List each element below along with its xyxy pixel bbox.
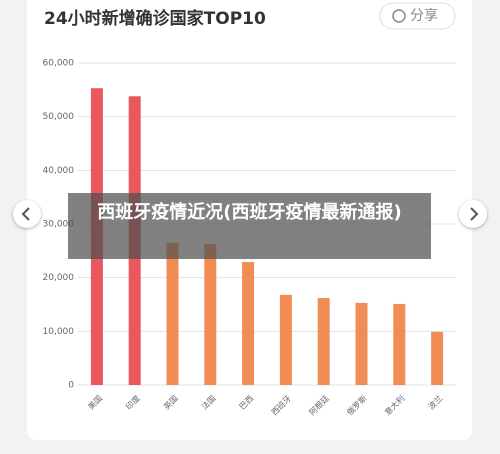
y-tick-label: 20,000 — [43, 273, 75, 283]
bar — [279, 294, 292, 385]
next-button[interactable] — [459, 200, 487, 228]
overlay-caption: 西班牙疫情近况(西班牙疫情最新通报) — [68, 193, 431, 259]
bar — [393, 303, 406, 385]
bar — [204, 243, 217, 385]
chart-title: 24小时新增确诊国家TOP10 — [44, 8, 266, 29]
bar — [317, 298, 330, 385]
share-label[interactable]: 分享 — [410, 7, 438, 24]
bar — [355, 302, 368, 385]
y-tick-label: 0 — [68, 381, 74, 391]
y-tick-label: 60,000 — [43, 59, 75, 69]
bar — [166, 242, 179, 385]
bar — [242, 262, 255, 385]
y-tick-label: 50,000 — [43, 112, 75, 122]
share-icon — [392, 9, 406, 23]
y-tick-label: 10,000 — [43, 327, 75, 337]
bar — [431, 331, 444, 385]
prev-button[interactable] — [13, 200, 41, 228]
y-tick-label: 40,000 — [43, 166, 75, 176]
y-tick-label: 30,000 — [43, 220, 75, 230]
